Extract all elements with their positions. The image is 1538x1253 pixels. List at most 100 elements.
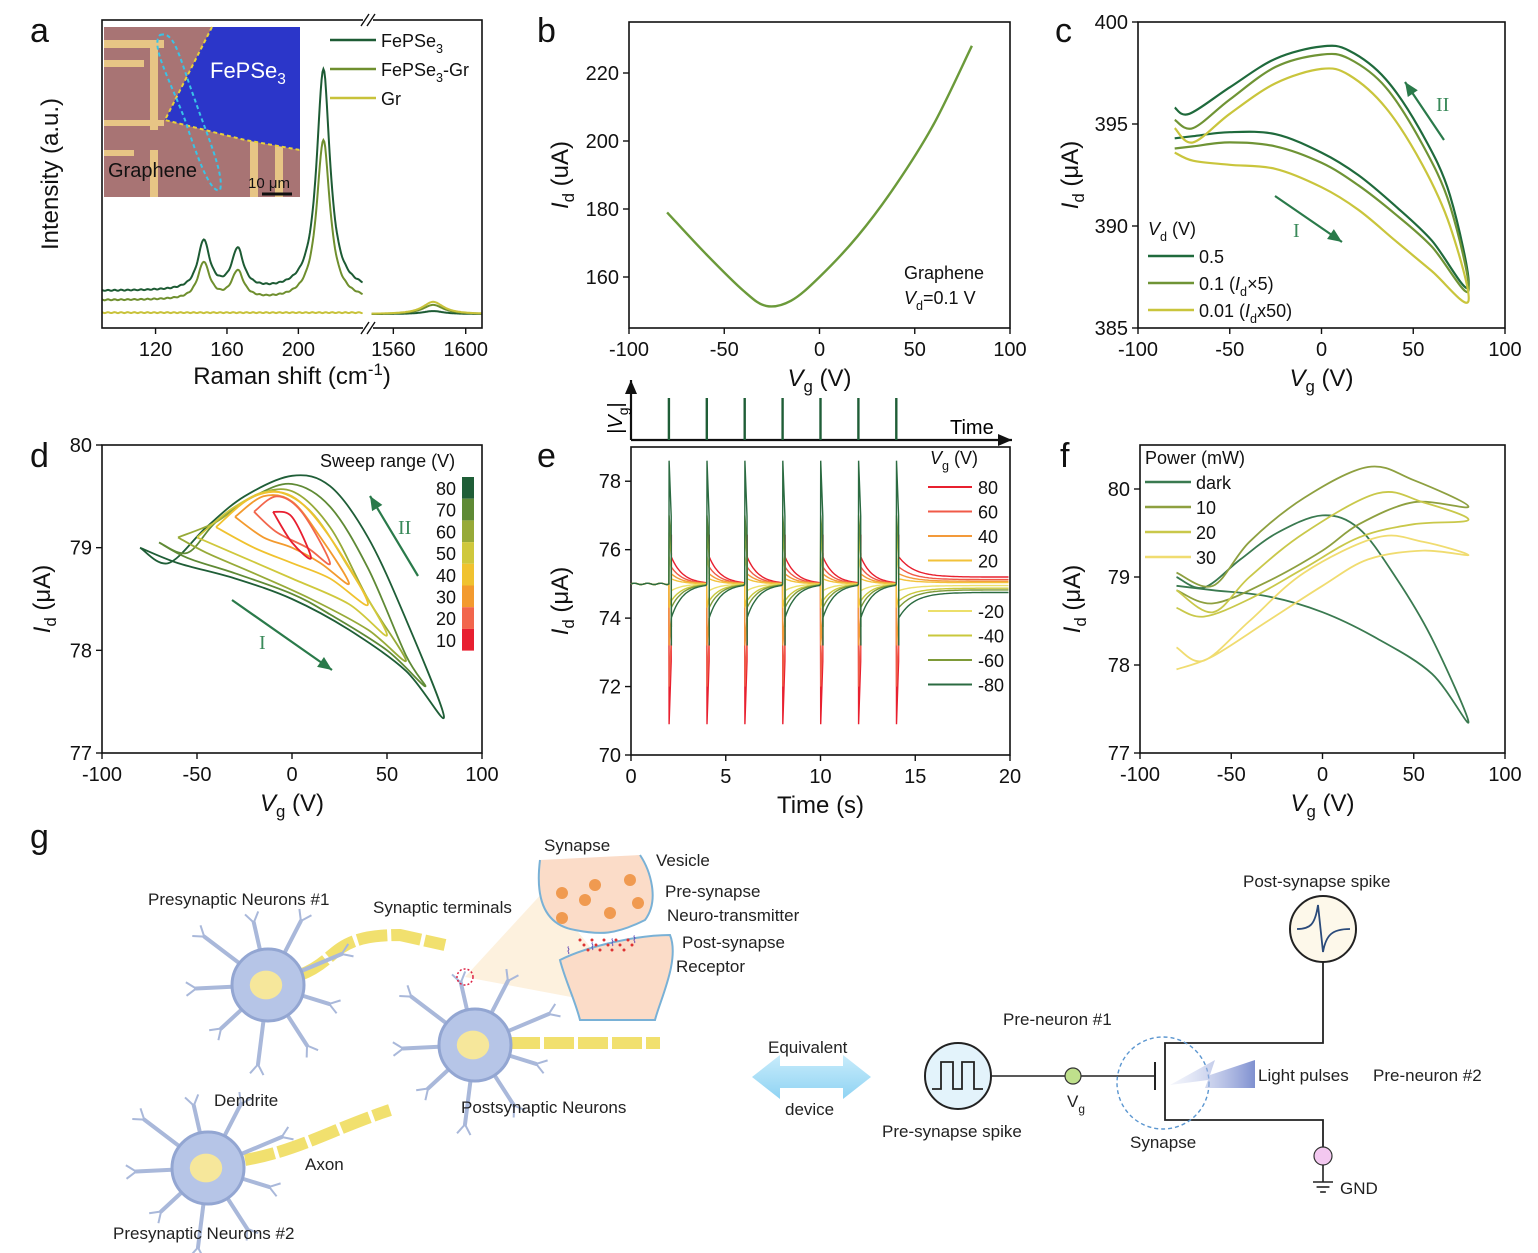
- legend-label: -80: [978, 676, 1004, 696]
- dendrite-branch: [280, 1126, 290, 1138]
- neurotransmitter: [618, 943, 622, 947]
- dendrite-branch: [268, 1186, 278, 1197]
- optical-micrograph-inset: FePSe3 Graphene 10 μm: [104, 26, 301, 197]
- text-segment: (V): [1315, 365, 1354, 392]
- label-light-pulses: Light pulses: [1258, 1066, 1349, 1085]
- text-segment: 3: [436, 71, 443, 85]
- dendrite-branch: [281, 1136, 294, 1141]
- text-segment: V: [930, 448, 944, 468]
- sweep-loop: [234, 494, 350, 586]
- legend-title: Vd (V): [1148, 219, 1196, 244]
- x-tick-label: -100: [1120, 764, 1160, 786]
- y-tick-label: 78: [70, 640, 92, 662]
- text-segment: =0.1 V: [923, 288, 976, 308]
- y-tick-label: 78: [599, 471, 621, 493]
- dendrite-branch: [416, 1087, 429, 1092]
- sweep-loop: [253, 495, 331, 566]
- dendrite-branch: [192, 935, 205, 938]
- dendrite-branch: [249, 1063, 259, 1075]
- nucleus: [189, 1153, 223, 1183]
- label-post-synapse: Post-synapse: [682, 933, 785, 952]
- panel-e: 0 5 10 15 20 70 72 74 76 78 Time (s) Id (μA) Vg (V)8…: [547, 380, 1021, 819]
- colorbar-label: 50: [436, 544, 456, 564]
- dendrite-branch: [252, 911, 260, 923]
- text-segment: -Gr: [443, 60, 469, 80]
- axis-break-mark: [360, 13, 370, 27]
- text-segment: I: [547, 628, 574, 635]
- dendrite-branch: [451, 973, 462, 984]
- text-segment: (uA): [547, 141, 574, 193]
- spectrum-line-left: [101, 311, 363, 315]
- x-tick-label: 50: [376, 764, 398, 786]
- y-axis-label: Id (μA): [29, 565, 60, 634]
- channel-wire: [1164, 962, 1324, 1148]
- dendrite-branch: [199, 924, 206, 937]
- dendrite-branch: [459, 971, 467, 983]
- receptor-icon: ⌇: [632, 935, 637, 946]
- text-segment: g: [276, 802, 285, 821]
- current-trace: [630, 460, 1009, 646]
- y-tick-label: 180: [586, 199, 619, 221]
- dendrite-branch: [328, 1003, 338, 1014]
- dendrite-branch: [535, 1063, 545, 1074]
- arrow-label: II: [1436, 94, 1449, 116]
- scale-bar-label: 10 μm: [248, 175, 290, 192]
- colorbar-label: 20: [436, 609, 456, 629]
- dendrite-branch: [209, 1027, 222, 1032]
- panel-label: g: [30, 818, 49, 856]
- annotation-material: Graphene: [904, 263, 984, 283]
- text-segment: d: [1069, 193, 1088, 202]
- presynaptic-neuron-1: [185, 908, 354, 1076]
- dendrite-branch: [157, 1211, 163, 1224]
- text-segment: V: [605, 414, 627, 429]
- photo-hysteresis-loop: [1175, 491, 1470, 618]
- dendrite-branch: [149, 1210, 162, 1215]
- x-tick-label: -100: [1118, 339, 1158, 361]
- dendrite-branch: [185, 987, 197, 997]
- label-pre-neuron-2: Pre-neuron #2: [1373, 1066, 1482, 1085]
- text-segment: 3: [277, 71, 286, 88]
- axis-break-mark: [366, 13, 376, 27]
- dendrite-branch: [464, 1123, 472, 1136]
- dendrite-branch: [300, 914, 312, 922]
- x-tick-label: 20: [999, 766, 1021, 788]
- dendrite-branch: [298, 908, 302, 922]
- neurotransmitter: [582, 943, 586, 947]
- y-tick-label: 72: [599, 677, 621, 699]
- text-segment: (μA): [547, 567, 574, 620]
- x-tick-label: -50: [710, 339, 739, 361]
- neurotransmitter: [622, 948, 626, 952]
- pre-synapse-spike-source: [924, 1042, 992, 1110]
- fepse3-flake: [165, 27, 300, 150]
- dendrite-branch: [424, 1088, 430, 1101]
- y-axis-label: Intensity (a.u.): [37, 98, 64, 250]
- square-wave-icon: [932, 1061, 983, 1090]
- text-segment: Gr: [381, 89, 401, 109]
- legend-label: 30: [1196, 548, 1216, 568]
- legend-label: 0.1 (Id×5): [1199, 274, 1274, 299]
- text-segment: FePSe: [381, 60, 436, 80]
- x-tick-label: 50: [1402, 339, 1424, 361]
- label-device: device: [785, 1100, 834, 1119]
- text-segment: ): [383, 363, 391, 390]
- dendrite-branch: [513, 1104, 526, 1112]
- y-axis-label: Id (uA): [547, 141, 578, 209]
- neurotransmitter: [630, 943, 634, 947]
- hysteresis-loop: [1174, 52, 1470, 294]
- legend-title: Sweep range (V): [320, 451, 455, 471]
- colorbar-label: 40: [436, 566, 456, 586]
- panel-label: e: [537, 437, 556, 475]
- text-segment: d: [1160, 230, 1167, 244]
- electrode: [250, 110, 258, 197]
- legend-label: 40: [978, 527, 998, 547]
- text-segment: d: [559, 193, 578, 202]
- panel-label: f: [1060, 437, 1070, 475]
- colorbar-label: 70: [436, 501, 456, 521]
- dendrite-branch: [244, 913, 255, 924]
- x-tick-label: 0: [286, 764, 297, 786]
- text-segment: |: [605, 402, 627, 407]
- x-tick-label: 200: [282, 339, 315, 361]
- text-segment: d: [916, 299, 923, 313]
